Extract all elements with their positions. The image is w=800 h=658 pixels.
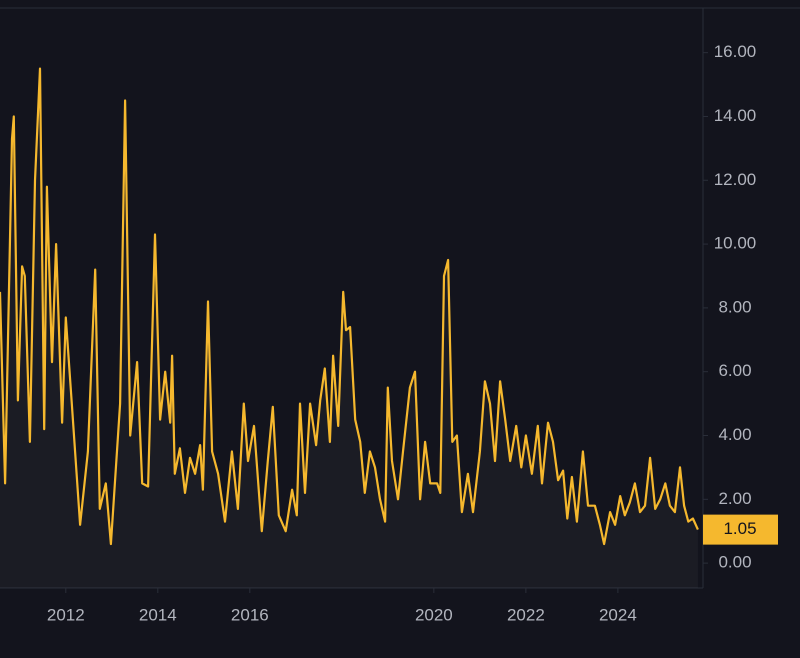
y-tick-label: 2.00 bbox=[718, 489, 751, 508]
y-tick-label: 4.00 bbox=[718, 425, 751, 444]
y-tick-label: 6.00 bbox=[718, 361, 751, 380]
y-tick-label: 10.00 bbox=[714, 234, 757, 253]
x-tick-label: 2012 bbox=[47, 605, 85, 624]
line bbox=[0, 67, 699, 546]
x-tick-label: 2020 bbox=[415, 605, 453, 624]
y-tick-label: 0.00 bbox=[718, 553, 751, 572]
y-tick-label: 8.00 bbox=[718, 297, 751, 316]
x-tick-label: 2016 bbox=[231, 605, 269, 624]
y-tick-label: 12.00 bbox=[714, 170, 757, 189]
current-value-badge bbox=[703, 514, 778, 545]
y-tick-label: 14.00 bbox=[714, 106, 757, 125]
current-value-label: 1.05 bbox=[723, 519, 756, 538]
x-tick-label: 2022 bbox=[507, 605, 545, 624]
x-tick-label: 2014 bbox=[139, 605, 177, 624]
y-tick-label: 16.00 bbox=[714, 42, 757, 61]
x-tick-label: 2024 bbox=[599, 605, 637, 624]
